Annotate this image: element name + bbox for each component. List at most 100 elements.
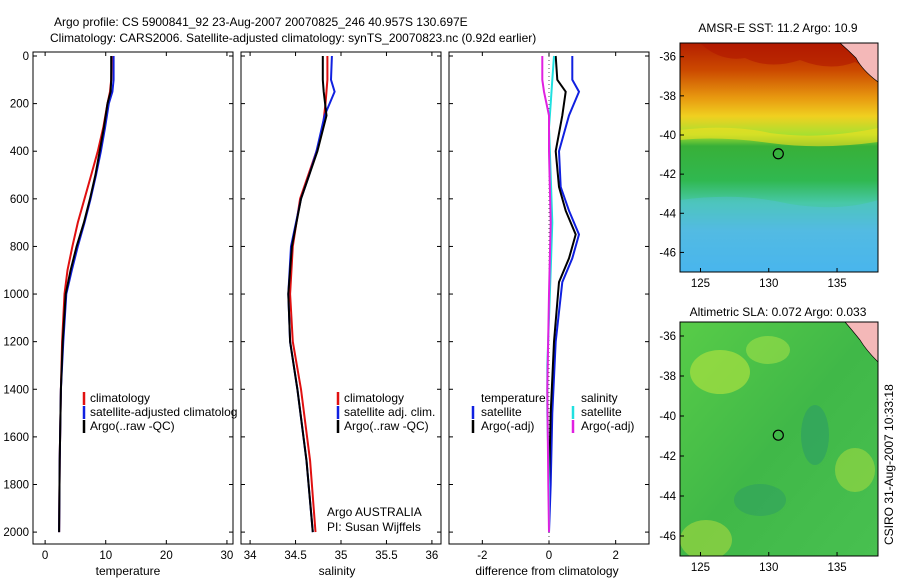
series-line <box>287 55 336 533</box>
sst-front <box>680 127 878 147</box>
sst-map-title: AMSR-E SST: 11.2 Argo: 10.9 <box>698 21 858 35</box>
y-tick-label: 1200 <box>3 337 29 349</box>
argo-float-marker <box>772 429 784 441</box>
x-tick-label: 36 <box>426 550 439 562</box>
side-timestamp: CSIRO 31-Aug-2007 10:33:18 <box>882 384 896 545</box>
map-y-tick-label: -38 <box>659 371 676 383</box>
map-y-tick-label: -44 <box>659 208 676 220</box>
temperature-panel: 0 200 400 600 800 1000 1200 1400 1600 1800 2000 0 10… <box>3 51 234 562</box>
map-y-tick-label: -36 <box>659 331 676 343</box>
series-line <box>58 56 113 533</box>
legend-climatology: climatology <box>344 391 404 405</box>
header-line-2: Climatology: CARS2006. Satellite-adjuste… <box>50 31 536 45</box>
sla-map-image <box>680 322 878 556</box>
map-y-tick-label: -44 <box>659 491 676 503</box>
sla-low-patch <box>801 405 829 465</box>
salinity-legend: climatology satellite adj. clim. Argo(..… <box>327 391 435 534</box>
sla-low-patch <box>734 484 786 516</box>
x-tick-label: 0 <box>546 550 552 562</box>
x-tick-label: 35.5 <box>375 550 397 562</box>
temperature-axes-box <box>32 51 234 545</box>
y-tick-label: 0 <box>23 51 29 63</box>
sst-coastline <box>839 43 878 83</box>
legend-climatology: climatology <box>90 391 150 405</box>
map-x-tick-label: 125 <box>691 278 710 290</box>
series-line <box>287 56 328 533</box>
x-tick-label: 34.5 <box>284 550 306 562</box>
difference-panel: -2 0 2 <box>448 51 650 562</box>
y-tick-label: 800 <box>10 241 29 253</box>
x-tick-label: -2 <box>477 550 487 562</box>
sla-map-frame <box>679 321 879 557</box>
map-x-tick-label: 135 <box>827 278 846 290</box>
salinity-axes-box <box>240 51 442 545</box>
temperature-xlabel: temperature <box>96 564 161 578</box>
map-x-tick-label: 130 <box>759 278 778 290</box>
legend-temp-argo: Argo(-adj) <box>481 419 534 433</box>
annotation-argo-australia: Argo AUSTRALIA <box>327 505 422 519</box>
map-x-tick-label: 135 <box>827 562 846 574</box>
legend-satellite: satellite adj. clim. <box>344 405 435 419</box>
sla-high-patch <box>690 350 750 394</box>
map-y-tick-label: -46 <box>659 247 676 259</box>
salinity-xlabel: salinity <box>319 564 356 578</box>
y-tick-label: 1000 <box>3 289 29 301</box>
y-tick-label: 600 <box>10 194 29 206</box>
x-tick-label: 34 <box>244 550 257 562</box>
legend-sal-argo: Argo(-adj) <box>581 419 634 433</box>
legend-temp-satellite: satellite <box>481 405 522 419</box>
difference-xlabel: difference from climatology <box>475 564 618 578</box>
map-y-tick-label: -42 <box>659 451 676 463</box>
map-y-tick-label: -36 <box>659 52 676 64</box>
sla-argo-marker <box>772 429 784 441</box>
legend-satellite: satellite-adjusted climatolog <box>90 405 237 419</box>
legend-sal-satellite: satellite <box>581 405 622 419</box>
map-y-tick-label: -38 <box>659 91 676 103</box>
map-y-tick-label: -42 <box>659 169 676 181</box>
y-tick-label: 1400 <box>3 384 29 396</box>
y-tick-label: 200 <box>10 99 29 111</box>
series-line <box>548 55 577 533</box>
series-line <box>58 56 115 533</box>
map-y-tick-label: -40 <box>659 130 676 142</box>
y-tick-label: 2000 <box>3 527 29 539</box>
sla-map-axes: 125 130 135 -36 -38 -40 -42 -44 -46 <box>659 331 846 574</box>
series-line <box>541 56 552 533</box>
salinity-panel: 34 34.5 35 35.5 36 <box>240 51 442 562</box>
map-x-tick-label: 130 <box>759 562 778 574</box>
map-y-tick-label: -46 <box>659 531 676 543</box>
map-y-tick-label: -40 <box>659 411 676 423</box>
sst-map-image <box>680 43 878 272</box>
y-tick-label: 1800 <box>3 479 29 491</box>
legend-argo: Argo(..raw -QC) <box>90 419 175 433</box>
sla-coastline <box>844 322 878 363</box>
sst-cool-patch <box>680 196 878 272</box>
sst-map-axes: 125 130 135 -36 -38 -40 -42 -44 -46 <box>659 52 846 290</box>
annotation-pi: PI: Susan Wijffels <box>327 520 421 534</box>
sla-map-title: Altimetric SLA: 0.072 Argo: 0.033 <box>690 305 867 319</box>
temperature-legend: climatology satellite-adjusted climatolo… <box>82 391 237 433</box>
header-line-1: Argo profile: CS 5900841_92 23-Aug-2007 … <box>54 15 468 29</box>
x-tick-label: 0 <box>42 550 48 562</box>
y-tick-label: 400 <box>10 146 29 158</box>
sla-high-patch <box>746 336 790 364</box>
x-tick-label: 35 <box>335 550 348 562</box>
sst-map-frame <box>679 42 879 273</box>
sst-field <box>680 43 878 272</box>
map-x-tick-label: 125 <box>691 562 710 574</box>
legend-temperature-title: temperature <box>481 391 546 405</box>
argo-float-marker <box>772 148 784 160</box>
sst-warm-patch <box>680 43 878 75</box>
x-tick-label: 10 <box>99 550 112 562</box>
series-line <box>548 56 581 533</box>
legend-salinity-title: salinity <box>581 391 618 405</box>
sla-high-patch <box>835 448 875 492</box>
x-tick-label: 20 <box>160 550 173 562</box>
difference-legend: temperature salinity satellite Argo(-adj… <box>471 391 634 433</box>
legend-argo: Argo(..raw -QC) <box>344 419 429 433</box>
sla-high-patch <box>680 520 732 556</box>
y-tick-label: 1600 <box>3 432 29 444</box>
x-tick-label: 30 <box>221 550 234 562</box>
x-tick-label: 2 <box>612 550 618 562</box>
